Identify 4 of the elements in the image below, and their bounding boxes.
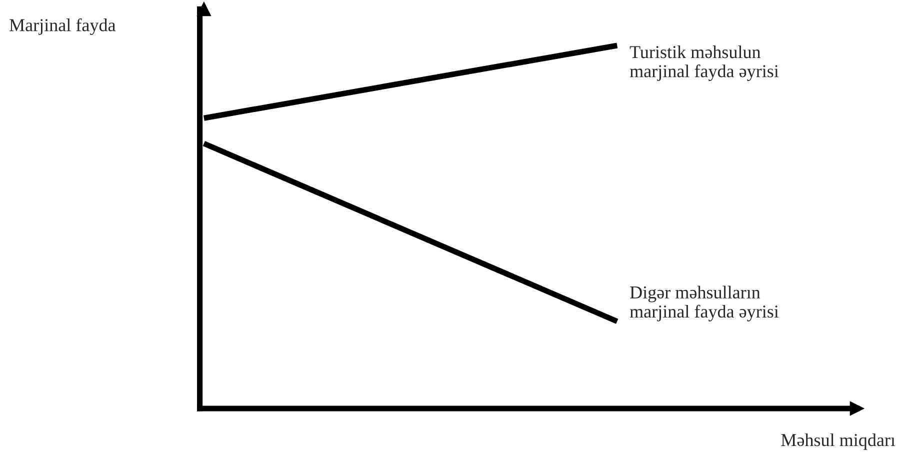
x-axis-title: Məhsul miqdarı [781, 433, 896, 450]
series-label: Turistik məhsulun marjinal fayda əyrisi [630, 45, 779, 82]
series-label: Digər məhsulların marjinal fayda əyrisi [630, 286, 779, 322]
y-axis-title: Marjinal fayda [10, 18, 116, 35]
